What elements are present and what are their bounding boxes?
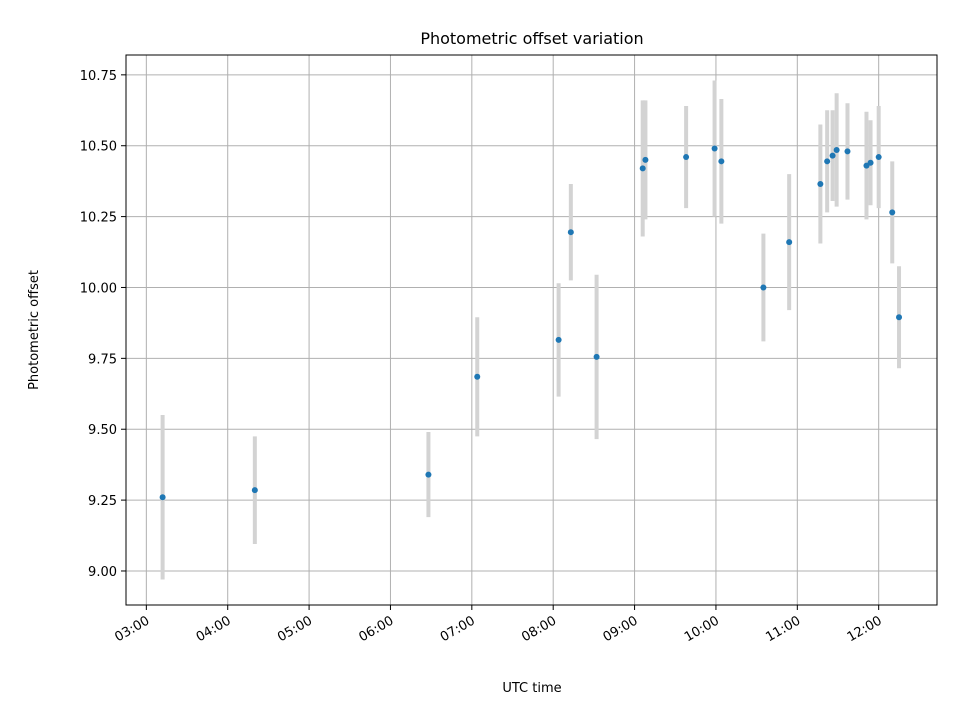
data-point [593, 353, 600, 360]
data-point [760, 284, 767, 291]
y-tick-label: 10.00 [80, 281, 117, 296]
x-axis-label: UTC time [502, 681, 561, 696]
data-point [683, 154, 690, 161]
data-point [159, 494, 166, 501]
data-point [425, 471, 432, 478]
plot-frame [125, 54, 938, 606]
data-point [875, 154, 882, 161]
data-point [639, 165, 646, 172]
data-point [824, 158, 831, 165]
data-point [567, 229, 574, 236]
data-point [833, 146, 840, 153]
y-axis-ticks: 9.00 9.25 9.50 9.75 10.00 10.25 10.50 10.75 [80, 69, 126, 580]
data-point [474, 373, 481, 380]
chart-title: Photometric offset variation [420, 29, 643, 48]
data-point [555, 336, 562, 343]
data-point [844, 148, 851, 155]
data-point [711, 145, 718, 152]
y-tick-label: 9.75 [88, 352, 117, 367]
grid-lines [126, 55, 937, 605]
data-point [889, 209, 896, 216]
y-axis-label: Photometric offset [27, 270, 42, 390]
y-tick-label: 9.50 [88, 423, 117, 438]
data-point [642, 156, 649, 163]
y-tick-label: 10.25 [80, 211, 117, 226]
data-point [829, 152, 836, 159]
y-tick-label: 10.75 [80, 69, 117, 84]
y-tick-label: 9.00 [88, 565, 117, 580]
data-point [786, 239, 793, 246]
data-point [867, 159, 874, 166]
data-points [159, 145, 903, 501]
data-point [896, 314, 903, 321]
data-point [718, 158, 725, 165]
y-tick-label: 10.50 [80, 140, 117, 155]
y-tick-label: 9.25 [88, 494, 117, 509]
data-point [817, 180, 824, 187]
data-point [251, 487, 258, 494]
